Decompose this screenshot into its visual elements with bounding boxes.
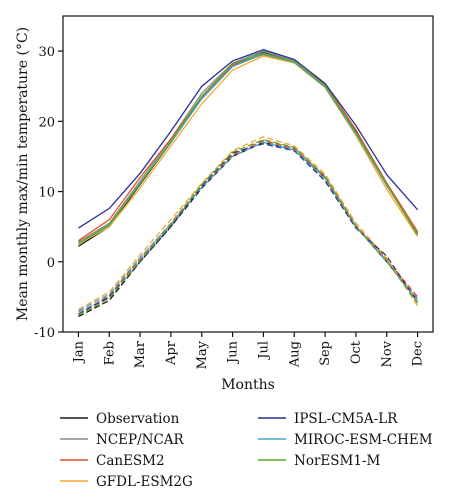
legend-label: GFDL-ESM2G [96,474,193,490]
x-tick-label: Oct [349,340,364,364]
legend-label: NorESM1-M [294,453,380,469]
y-tick-label: 20 [38,115,55,130]
series-line-ncep-ncar-min [78,140,419,313]
y-axis-label: Mean monthly max/min temperature (°C) [15,27,31,321]
legend-label: MIROC-ESM-CHEM [294,432,433,448]
legend-label: Observation [96,411,180,427]
series-line-noresm1-m-max [78,52,419,245]
x-axis: Jan Feb Mar Apr May Jun Jul Aug Sep Oct Nov Dec [71,332,426,369]
series-line-gfdl-esm2g-min [78,136,419,311]
x-tick-label: Aug [287,341,302,368]
series-line-ncep-ncar-max [78,50,419,243]
y-axis: -10 0 10 20 30 [34,45,63,341]
x-tick-label: Mar [133,340,148,368]
x-tick-label: Jan [71,340,86,364]
legend-label: IPSL-CM5A-LR [294,411,398,427]
x-tick-label: Jun [226,340,241,365]
y-tick-label: 10 [38,186,55,201]
x-tick-label: Feb [102,341,117,365]
series-line-observation-min [78,141,419,318]
x-tick-label: Sep [318,341,333,366]
series-line-ipsl-cm5a-lr-min [78,143,419,315]
x-tick-label: May [195,340,210,369]
y-tick-label: -10 [34,326,55,341]
series-lines [78,49,419,318]
series-line-ipsl-cm5a-lr-max [78,49,419,229]
series-line-canesm2-min [78,139,419,315]
x-tick-label: Apr [164,340,179,366]
series-line-gfdl-esm2g-max [78,55,419,245]
plot-frame [62,15,434,333]
y-tick-label: 30 [38,45,55,60]
x-tick-label: Nov [380,340,395,367]
series-line-miroc-esm-chem-min [78,141,419,312]
legend-label: NCEP/NCAR [96,432,185,448]
legend: Observation NCEP/NCAR CanESM2 GFDL-ESM2G IPS… [60,411,433,490]
x-axis-label: Months [221,377,275,393]
x-tick-label: Jul [256,341,271,361]
x-tick-label: Dec [411,341,426,366]
y-tick-label: 0 [47,256,55,271]
legend-label: CanESM2 [96,453,165,469]
series-line-noresm1-m-min [78,138,419,316]
